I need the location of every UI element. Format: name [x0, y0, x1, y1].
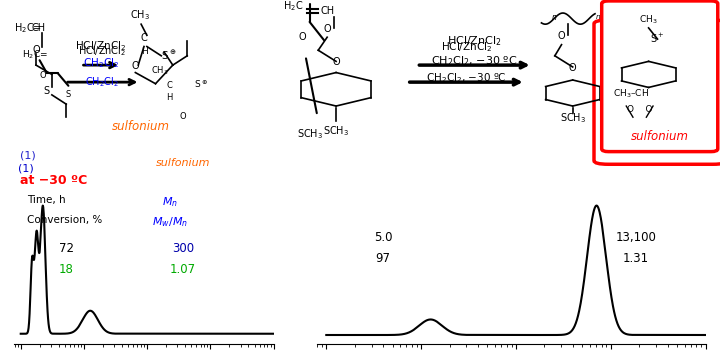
Text: SCH$_3$: SCH$_3$ — [559, 111, 586, 125]
Text: CH$_2$Cl$_2$, −30 ºC: CH$_2$Cl$_2$, −30 ºC — [431, 54, 518, 68]
Text: C: C — [140, 33, 148, 43]
Text: H$_2$C=: H$_2$C= — [22, 48, 48, 61]
Text: 18: 18 — [59, 263, 73, 276]
Text: 300: 300 — [172, 242, 194, 255]
Text: H: H — [166, 93, 172, 102]
Text: O: O — [569, 63, 577, 73]
Text: CH$_2$Cl$_2$: CH$_2$Cl$_2$ — [85, 75, 120, 89]
Text: 5.0: 5.0 — [374, 231, 392, 244]
Text: H$_2$C: H$_2$C — [282, 0, 303, 13]
Text: H: H — [140, 47, 148, 56]
Text: O: O — [323, 24, 331, 34]
Text: O    O: O O — [627, 105, 652, 114]
Text: CH: CH — [32, 23, 46, 33]
Text: O: O — [180, 112, 186, 121]
Text: O: O — [299, 32, 306, 42]
Text: S$^\oplus$: S$^\oplus$ — [161, 48, 177, 61]
Text: sulfonium: sulfonium — [156, 158, 211, 168]
Text: S$^+$: S$^+$ — [650, 32, 665, 45]
Text: HCl/ZnCl$_2$: HCl/ZnCl$_2$ — [441, 41, 492, 54]
Text: CH$_3$: CH$_3$ — [130, 9, 150, 22]
Text: Conversion, %: Conversion, % — [27, 215, 103, 225]
Text: HCl/ZnCl$_2$: HCl/ZnCl$_2$ — [75, 40, 127, 53]
Text: HCl/ZnCl$_2$: HCl/ZnCl$_2$ — [447, 34, 502, 48]
Text: (1): (1) — [20, 150, 36, 160]
Text: SCH$_3$: SCH$_3$ — [323, 124, 349, 138]
Text: O: O — [40, 72, 47, 80]
Text: CH$_3$: CH$_3$ — [639, 13, 658, 26]
FancyBboxPatch shape — [594, 20, 720, 164]
Text: Time, h: Time, h — [27, 196, 66, 205]
Text: O: O — [132, 61, 139, 71]
Text: S: S — [43, 86, 49, 96]
Text: (1): (1) — [18, 164, 34, 173]
Text: HCl/ZnCl$_2$: HCl/ZnCl$_2$ — [78, 44, 126, 58]
Text: CH$_3$: CH$_3$ — [151, 64, 168, 77]
Text: O: O — [32, 45, 40, 55]
Text: $M_n$: $M_n$ — [162, 196, 178, 209]
Text: O: O — [558, 31, 565, 41]
Text: sulfonium: sulfonium — [631, 126, 690, 139]
Text: $_n$: $_n$ — [595, 12, 601, 22]
Text: 1.31: 1.31 — [623, 252, 649, 265]
Text: S$^\oplus$: S$^\oplus$ — [194, 78, 208, 90]
Text: CH: CH — [320, 6, 335, 16]
Text: 97: 97 — [375, 252, 390, 265]
FancyBboxPatch shape — [602, 1, 718, 152]
Text: 1.07: 1.07 — [170, 263, 196, 276]
Text: sulfonium: sulfonium — [112, 120, 170, 133]
Text: sulfonium: sulfonium — [631, 130, 689, 143]
Text: SCH$_3$: SCH$_3$ — [297, 127, 323, 141]
Text: CH$_2$Cl$_2$: CH$_2$Cl$_2$ — [83, 57, 119, 70]
Text: at −30 ºC: at −30 ºC — [19, 174, 87, 187]
Text: S: S — [66, 90, 71, 99]
Text: $M_w / M_n$: $M_w / M_n$ — [152, 215, 188, 229]
Text: 13,100: 13,100 — [615, 231, 656, 244]
Text: 72: 72 — [59, 242, 73, 255]
Text: C: C — [166, 81, 172, 90]
Text: CH$_2$Cl$_2$, −30 ºC: CH$_2$Cl$_2$, −30 ºC — [426, 72, 507, 85]
Text: H$_2$C=: H$_2$C= — [14, 21, 42, 35]
Text: CH$_3$–CH: CH$_3$–CH — [613, 88, 649, 100]
Text: $_n$: $_n$ — [551, 13, 557, 23]
Text: O: O — [333, 57, 340, 67]
